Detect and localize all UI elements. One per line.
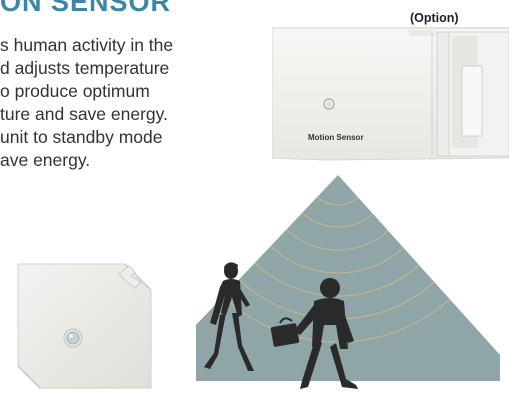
motion-sensor-label: Motion Sensor [308,133,364,142]
person-silhouette-man [270,278,358,389]
sensor-corner-panel-image [17,263,152,389]
description-line: ave energy. [0,150,91,170]
description-line: o produce optimum [0,81,150,101]
description-line: s human activity in the [0,35,174,55]
description-line: unit to standby mode [0,127,163,147]
detection-zone-illustration [196,175,500,389]
indoor-unit-image [272,27,509,161]
description-line: ture and save energy. [0,104,168,124]
option-label: (Option) [410,11,459,25]
description-line: d adjusts temperature [0,58,170,78]
person-silhouette-woman [204,262,254,371]
feature-description: s human activity in the d adjusts temper… [0,34,270,172]
section-heading: ON SENSOR [0,0,172,17]
